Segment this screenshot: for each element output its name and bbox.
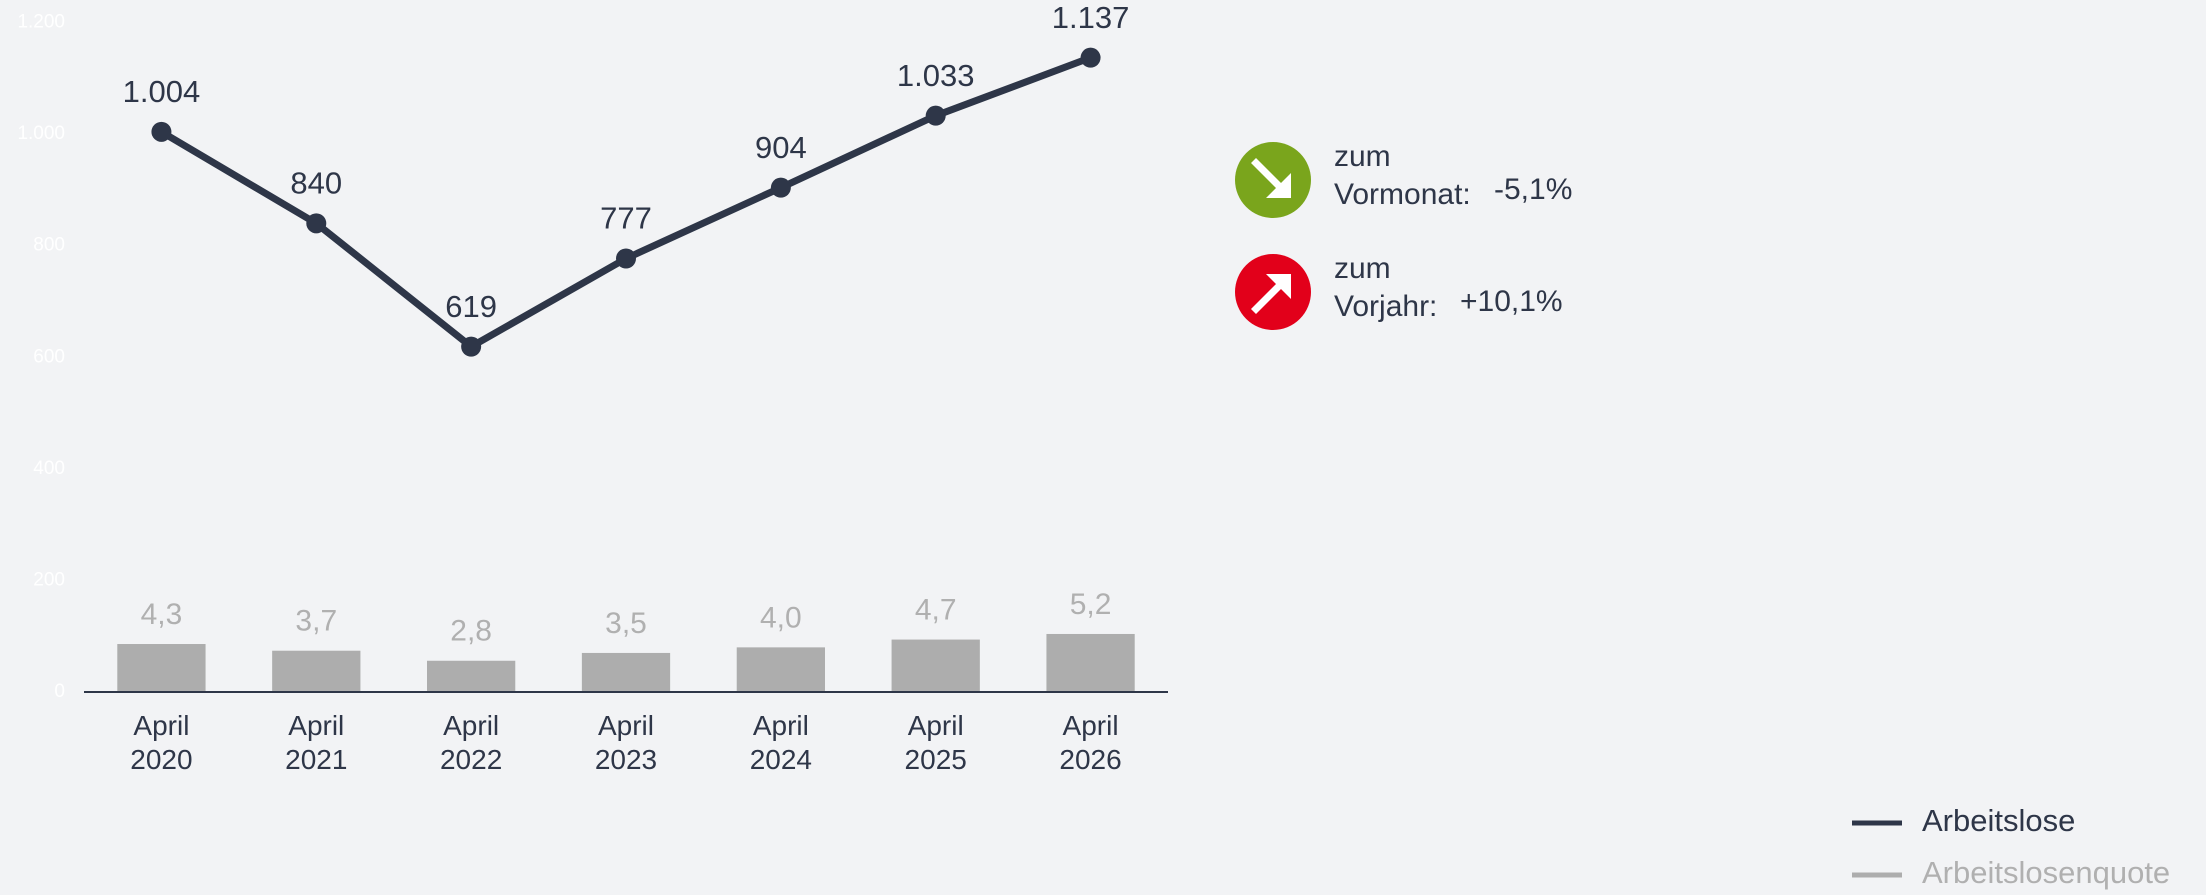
indicator-value: +10,1% (1460, 285, 1563, 318)
legend-label: Arbeitslose (1922, 803, 2075, 838)
bar-value-label: 2,8 (450, 615, 492, 648)
y-tick-label: 1.000 (17, 123, 65, 144)
point-value-label: 777 (600, 201, 652, 236)
bar (427, 660, 516, 692)
y-tick-label: 0 (54, 681, 65, 702)
indicator-label: Vorjahr: (1334, 290, 1437, 323)
point (151, 121, 172, 142)
point (770, 177, 791, 198)
bar (581, 652, 671, 692)
y-tick-label: 800 (33, 235, 65, 256)
legend-label: Arbeitslosenquote (1922, 855, 2170, 890)
bar-value-label: 3,5 (605, 607, 647, 640)
bar-value-label: 5,2 (1070, 588, 1112, 621)
y-tick-label: 1.200 (17, 12, 65, 33)
indicator-arrow (1251, 274, 1291, 314)
bar (891, 639, 980, 692)
point-value-label: 1.004 (123, 74, 201, 109)
y-tick-label: 600 (33, 346, 65, 367)
indicator-label: Vormonat: (1334, 178, 1471, 211)
y-tick-label: 400 (33, 458, 65, 479)
point (306, 213, 327, 234)
bar-value-label: 4,0 (760, 601, 802, 634)
x-tick-label: April 2024 (749, 710, 812, 775)
point-value-label: 1.033 (897, 58, 975, 93)
bar (272, 650, 361, 692)
bar (736, 647, 825, 692)
indicator-arrow (1251, 158, 1291, 198)
x-tick-label: April 2026 (1059, 710, 1122, 775)
indicator-label: zum (1334, 140, 1391, 173)
x-tick-label: April 2023 (594, 710, 658, 775)
x-tick-label: April 2022 (439, 710, 503, 775)
point (1080, 47, 1101, 68)
indicator-value: -5,1% (1494, 173, 1572, 206)
point (461, 336, 482, 357)
point (925, 105, 946, 126)
x-tick-label: April 2021 (285, 710, 348, 775)
bar-value-label: 4,3 (141, 598, 183, 631)
indicator-label: zum (1334, 252, 1391, 285)
point-value-label: 619 (445, 289, 497, 324)
y-tick-label: 200 (33, 569, 65, 590)
bar-value-label: 3,7 (295, 605, 337, 638)
point (616, 248, 636, 269)
point-value-label: 904 (755, 130, 807, 165)
bar (1046, 633, 1135, 692)
point-value-label: 840 (290, 166, 342, 201)
x-tick-label: April 2025 (904, 710, 967, 775)
bar-value-label: 4,7 (915, 593, 957, 626)
bar (117, 644, 206, 692)
point-value-label: 1.137 (1052, 0, 1130, 35)
x-tick-label: April 2020 (130, 710, 193, 775)
